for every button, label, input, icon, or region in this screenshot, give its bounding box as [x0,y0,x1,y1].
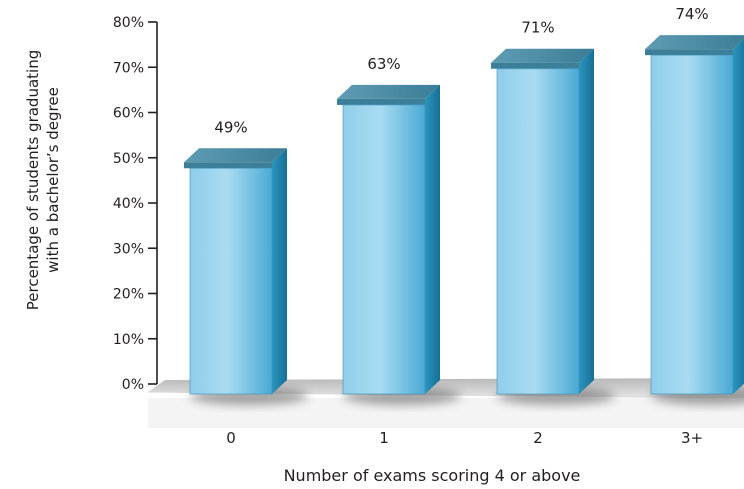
y-axis-title-line-1: Percentage of students graduating [24,49,42,311]
y-tick-label: 20% [113,287,144,303]
bar-front-face [497,68,579,394]
bar-side-face [733,38,744,394]
bar-side-face [579,48,594,394]
bar-front-outline [650,54,734,395]
y-tick-label: 40% [113,196,144,212]
bar-value-label: 63% [367,55,400,73]
x-tick-label: 1 [379,429,389,447]
bar-top-rim [337,98,425,105]
y-axis-title: Percentage of students graduating with a… [23,10,73,350]
y-tick-label: 70% [113,60,144,76]
bar [184,148,309,405]
bar [491,48,616,405]
y-tick-label: 80% [113,15,144,31]
bar-value-label: 49% [214,118,247,136]
bar-front-outline [342,104,426,395]
x-tick-label: 0 [226,429,236,447]
bar-top-rim [184,162,272,169]
y-tick-label: 10% [113,332,144,348]
bar-front-face [651,55,733,395]
bar-front-face [190,168,272,394]
y-tick-label: 30% [113,241,144,257]
x-tick-label: 3+ [681,429,703,447]
y-axis-title-line-2: with a bachelor’s degree [44,87,62,273]
y-tick-label: 50% [113,151,144,167]
x-axis-title: Number of exams scoring 4 or above [283,466,581,485]
bar-value-label: 74% [675,5,708,23]
bar [645,35,744,405]
bar-side-face [272,148,287,394]
x-tick-label: 2 [533,429,543,447]
bar-top-face [337,84,440,99]
bar-top-rim [645,49,733,56]
bar-top-face [491,48,594,63]
y-tick-label: 0% [122,377,144,393]
bar [337,84,462,405]
bar-top-rim [491,62,579,69]
bar-side-face [425,84,440,395]
bar-front-outline [496,68,580,395]
y-tick-label: 60% [113,106,144,122]
bar-top-face [184,148,287,163]
bar-front-outline [189,167,273,395]
bar-front-face [343,104,425,395]
bar-value-label: 71% [521,19,554,37]
bar-top-face [645,35,744,50]
